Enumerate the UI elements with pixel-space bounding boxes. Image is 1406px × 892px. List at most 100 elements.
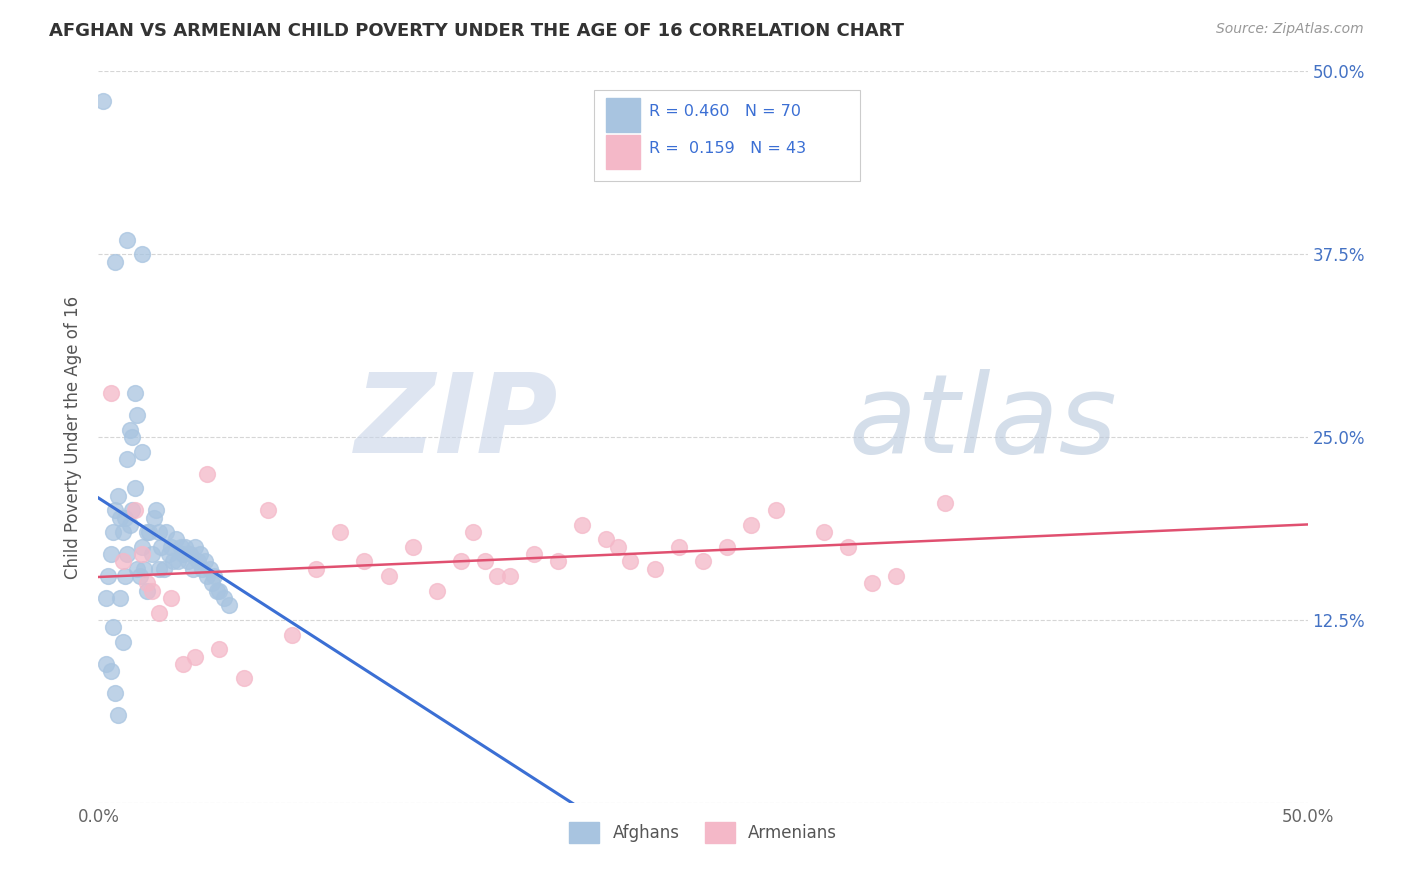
Point — [886, 569, 908, 583]
Point — [179, 547, 201, 561]
Point — [353, 554, 375, 568]
FancyBboxPatch shape — [595, 90, 860, 181]
Point — [169, 540, 191, 554]
Point — [128, 569, 150, 583]
Point — [194, 554, 217, 568]
Point — [97, 569, 120, 583]
Point — [155, 525, 177, 540]
Point — [204, 569, 226, 583]
Point — [107, 489, 129, 503]
Point — [127, 408, 149, 422]
Point — [138, 525, 160, 540]
Point — [208, 642, 231, 657]
Point — [463, 525, 485, 540]
Point — [131, 540, 153, 554]
Point — [619, 554, 641, 568]
FancyBboxPatch shape — [606, 98, 640, 132]
Point — [124, 386, 146, 401]
Point — [184, 540, 207, 554]
Point — [117, 547, 139, 561]
Point — [104, 503, 127, 517]
Point — [860, 576, 883, 591]
Point — [644, 562, 666, 576]
Point — [426, 583, 449, 598]
Point — [152, 562, 174, 576]
Point — [167, 554, 190, 568]
Text: R =  0.159   N = 43: R = 0.159 N = 43 — [648, 141, 806, 156]
Point — [195, 467, 218, 481]
Point — [135, 576, 157, 591]
Point — [143, 510, 166, 524]
Point — [174, 540, 197, 554]
Point — [118, 517, 141, 532]
Point — [134, 562, 156, 576]
Point — [177, 554, 200, 568]
Point — [402, 540, 425, 554]
Point — [377, 569, 399, 583]
Point — [165, 533, 187, 547]
Point — [107, 708, 129, 723]
Text: ZIP: ZIP — [354, 369, 558, 476]
Point — [114, 569, 136, 583]
Point — [212, 591, 235, 605]
Point — [124, 481, 146, 495]
Point — [101, 620, 124, 634]
Point — [141, 547, 163, 561]
Point — [131, 247, 153, 261]
Point — [100, 386, 122, 401]
Point — [184, 649, 207, 664]
Point — [111, 554, 134, 568]
Point — [117, 452, 139, 467]
Point — [108, 510, 131, 524]
Point — [281, 627, 304, 641]
Point — [668, 540, 690, 554]
Point — [813, 525, 835, 540]
Point — [595, 533, 617, 547]
Point — [474, 554, 496, 568]
Point — [218, 599, 240, 613]
Point — [198, 562, 221, 576]
Point — [160, 540, 183, 554]
Point — [208, 583, 231, 598]
Point — [111, 525, 134, 540]
Point — [523, 547, 546, 561]
Point — [547, 554, 569, 568]
Point — [121, 503, 143, 517]
Text: AFGHAN VS ARMENIAN CHILD POVERTY UNDER THE AGE OF 16 CORRELATION CHART: AFGHAN VS ARMENIAN CHILD POVERTY UNDER T… — [49, 22, 904, 40]
Point — [172, 547, 194, 561]
Point — [131, 547, 153, 561]
Point — [160, 591, 183, 605]
Point — [111, 635, 134, 649]
Point — [765, 503, 787, 517]
Point — [104, 686, 127, 700]
Point — [124, 503, 146, 517]
Point — [172, 657, 194, 671]
Point — [148, 525, 170, 540]
Point — [91, 94, 114, 108]
Point — [195, 569, 218, 583]
Point — [145, 503, 167, 517]
Point — [329, 525, 352, 540]
Point — [256, 503, 278, 517]
FancyBboxPatch shape — [606, 135, 640, 169]
Point — [162, 554, 184, 568]
Point — [150, 540, 173, 554]
Point — [201, 576, 224, 591]
Legend: Afghans, Armenians: Afghans, Armenians — [562, 815, 844, 849]
Point — [498, 569, 520, 583]
Point — [117, 233, 139, 247]
Point — [101, 525, 124, 540]
Point — [232, 672, 254, 686]
Point — [121, 430, 143, 444]
Point — [100, 547, 122, 561]
Point — [94, 657, 117, 671]
Text: R = 0.460   N = 70: R = 0.460 N = 70 — [648, 104, 800, 120]
Point — [191, 562, 214, 576]
Point — [181, 562, 204, 576]
Point — [148, 562, 170, 576]
Point — [450, 554, 472, 568]
Point — [135, 525, 157, 540]
Point — [692, 554, 714, 568]
Point — [305, 562, 328, 576]
Y-axis label: Child Poverty Under the Age of 16: Child Poverty Under the Age of 16 — [65, 295, 83, 579]
